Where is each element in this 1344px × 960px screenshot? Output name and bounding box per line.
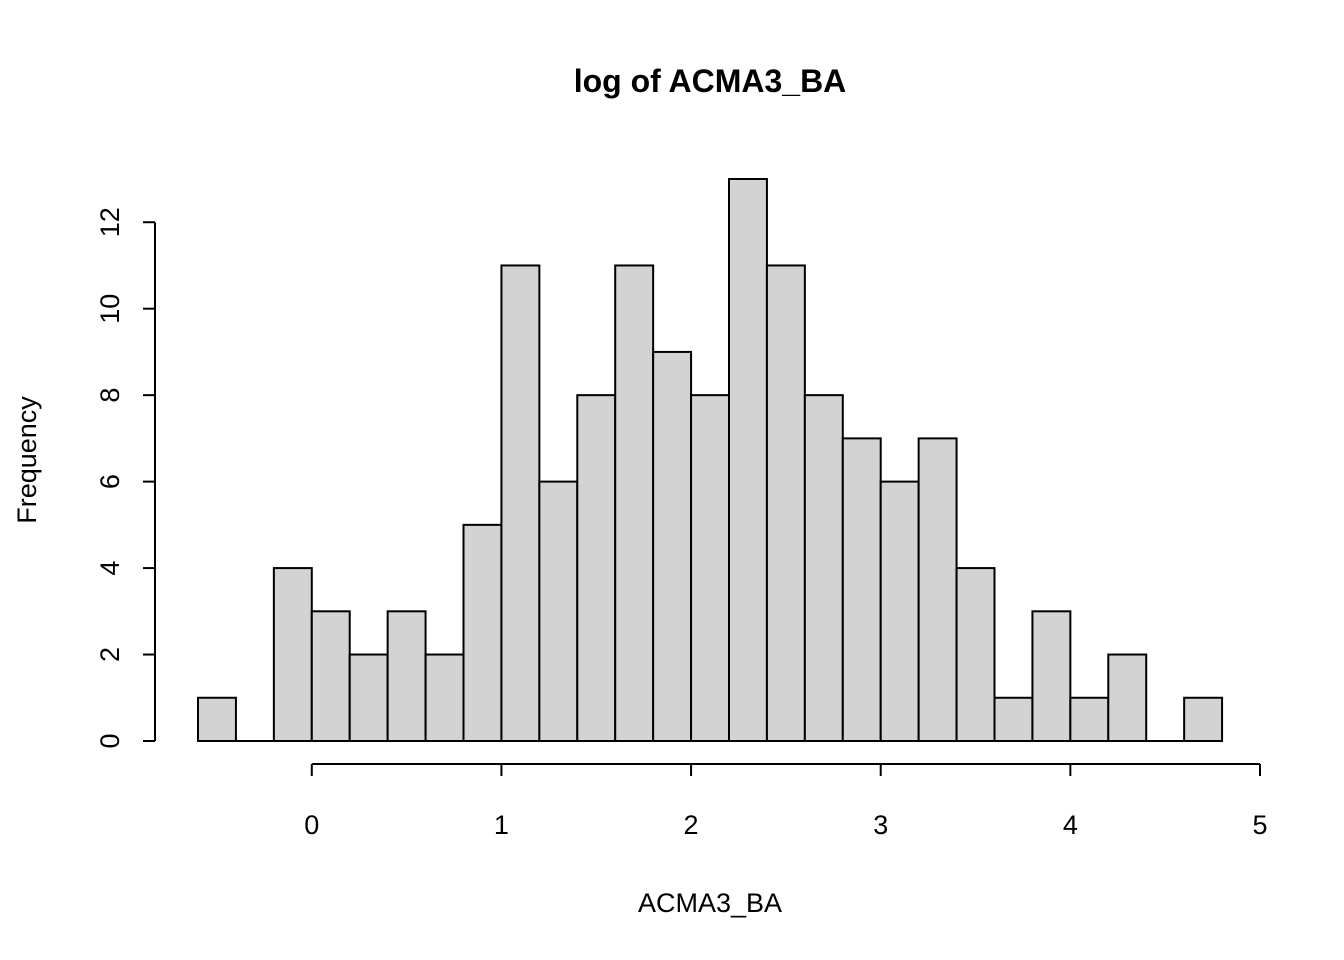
- x-tick-label: 3: [873, 810, 888, 840]
- histogram-bar: [538, 480, 579, 742]
- y-tick-label: 0: [95, 733, 125, 748]
- y-axis: 0 2 4 6 8 10 12: [95, 207, 156, 749]
- histogram-bar: [879, 480, 920, 742]
- x-tick-label: 1: [494, 810, 509, 840]
- histogram-bar: [310, 610, 351, 742]
- histogram-bar: [386, 610, 427, 742]
- histogram-bar: [917, 437, 958, 742]
- histogram-bar: [652, 350, 693, 742]
- histogram-bar: [841, 437, 882, 742]
- y-axis-label: Frequency: [12, 396, 42, 524]
- histogram-bar: [1069, 696, 1110, 742]
- y-tick-label: 4: [95, 561, 125, 576]
- chart-title: log of ACMA3_BA: [574, 63, 847, 99]
- histogram-bar: [1183, 696, 1224, 742]
- histogram-bar: [803, 394, 844, 742]
- x-tick-label: 5: [1252, 810, 1267, 840]
- histogram-bar: [614, 264, 655, 742]
- histogram-bar: [1107, 653, 1148, 742]
- histogram-bar: [1031, 610, 1072, 742]
- x-axis-label: ACMA3_BA: [638, 888, 782, 918]
- x-axis: 0 1 2 3 4 5: [304, 763, 1268, 840]
- x-tick-label: 0: [304, 810, 319, 840]
- y-tick-label: 2: [95, 647, 125, 662]
- x-tick-label: 4: [1063, 810, 1078, 840]
- histogram-bar: [690, 394, 730, 742]
- histogram-bar: [197, 696, 237, 742]
- y-tick-label: 10: [95, 294, 125, 324]
- histogram-bar: [424, 653, 465, 742]
- histogram-bar: [348, 653, 389, 742]
- histogram-bar: [993, 696, 1034, 742]
- y-tick-label: 8: [95, 388, 125, 403]
- histogram-bar: [728, 178, 768, 742]
- histogram-bar: [576, 394, 617, 742]
- x-tick-label: 2: [684, 810, 699, 840]
- histogram-bar: [462, 523, 503, 742]
- histogram-bar: [765, 264, 806, 742]
- y-tick-label: 6: [95, 474, 125, 489]
- y-tick-label: 12: [95, 207, 125, 237]
- histogram-bar: [955, 567, 996, 742]
- histogram-bars: [197, 178, 1224, 742]
- histogram-bar: [272, 567, 313, 742]
- histogram-bar: [500, 264, 541, 742]
